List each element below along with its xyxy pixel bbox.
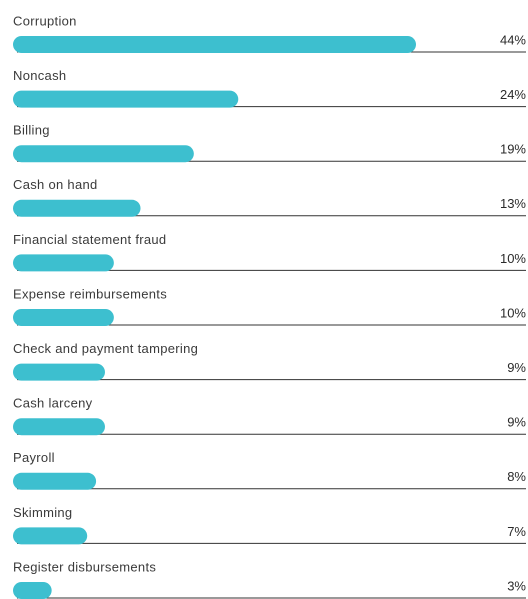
category-label: Payroll (13, 450, 55, 465)
bar (13, 145, 194, 163)
category-label: Expense reimbursements (13, 286, 167, 301)
bar (13, 472, 97, 490)
value-label: 9% (507, 415, 526, 430)
bar (13, 527, 88, 545)
category-label: Financial statement fraud (13, 232, 166, 247)
value-label: 24% (500, 87, 526, 102)
value-label: 8% (507, 469, 526, 484)
bar (13, 90, 239, 108)
category-label: Billing (13, 123, 50, 138)
bar (13, 36, 416, 53)
value-label: 9% (507, 360, 526, 375)
value-label: 19% (500, 142, 526, 157)
category-label: Register disbursements (13, 559, 156, 574)
bar (13, 418, 105, 436)
category-label: Check and payment tampering (13, 341, 198, 356)
value-label: 3% (507, 578, 526, 593)
bar (13, 582, 52, 599)
category-label: Skimming (13, 505, 72, 520)
value-label: 7% (507, 524, 526, 539)
bar (13, 309, 114, 326)
value-label: 13% (500, 196, 526, 211)
category-label: Cash on hand (13, 177, 98, 192)
bar (13, 363, 105, 381)
category-label: Noncash (13, 68, 66, 83)
bar (13, 254, 114, 272)
bar (13, 199, 141, 217)
value-label: 44% (500, 32, 526, 47)
value-label: 10% (500, 305, 526, 320)
category-label: Cash larceny (13, 396, 93, 411)
value-label: 10% (500, 251, 526, 266)
category-label: Corruption (13, 13, 77, 28)
